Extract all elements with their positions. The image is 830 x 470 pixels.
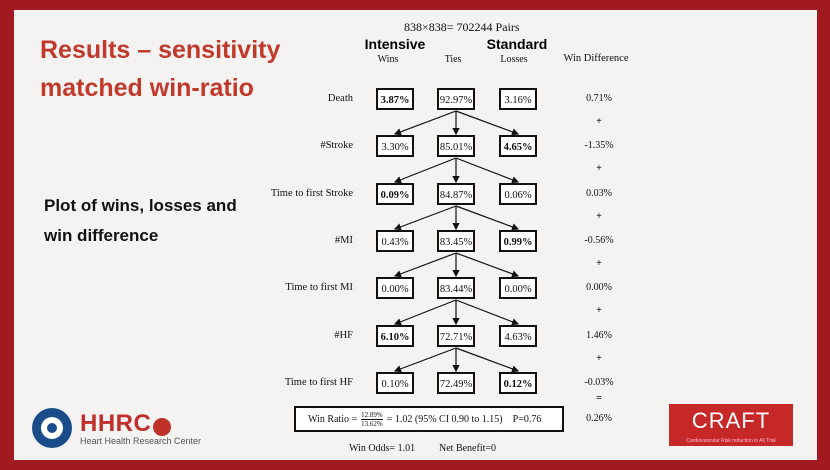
row-label: Death (327, 93, 353, 104)
cell-wins: 0.10% (376, 372, 414, 394)
win-ratio-prefix: Win Ratio = (308, 413, 358, 425)
plus-sign: + (596, 353, 602, 364)
slide-title-line2: matched win-ratio (40, 74, 254, 102)
craft-subtitle: Cardiovascular Risk reduction in All Tri… (686, 438, 776, 444)
cell-losses: 0.06% (499, 183, 537, 205)
win-difference-value: -0.56% (584, 235, 614, 246)
flow-arrows (393, 110, 520, 373)
cell-ties: 92.97% (437, 88, 475, 110)
hhrc-name: HHRC (80, 410, 152, 437)
flow-arrow (455, 157, 520, 184)
flow-arrow (393, 299, 457, 326)
row-label: Time to first MI (285, 282, 353, 293)
cell-losses: 0.12% (499, 372, 537, 394)
win-ratio-fraction: 12.89% 13.62% (361, 411, 383, 428)
cell-ties: 72.49% (437, 372, 475, 394)
flow-arrow (455, 110, 520, 136)
header-intensive: Intensive (364, 36, 426, 52)
plus-sign: + (596, 305, 602, 316)
slide-title-line1: Results – sensitivity (40, 36, 281, 64)
craft-logo: CRAFT Cardiovascular Risk reduction in A… (669, 404, 793, 446)
pairs-count: 838×838= 702244 Pairs (404, 20, 520, 34)
win-difference-value: 0.71% (586, 93, 612, 104)
cell-losses: 0.99% (499, 230, 537, 252)
row-label: Time to first HF (284, 377, 353, 388)
cell-losses: 4.63% (499, 325, 537, 347)
equals-sign: = (596, 393, 602, 404)
flow-arrow (455, 252, 520, 278)
row-label: #HF (334, 330, 353, 341)
slide: Results – sensitivity matched win-ratio … (14, 10, 817, 460)
cell-wins: 3.30% (376, 135, 414, 157)
flow-arrow (455, 299, 520, 326)
net-benefit: Net Benefit=0 (439, 443, 497, 454)
row-label: Time to first Stroke (270, 188, 353, 199)
heart-icon (153, 417, 172, 436)
flow-arrow (393, 252, 457, 278)
total-win-difference: 0.26% (586, 413, 612, 424)
win-difference-value: -0.03% (584, 377, 614, 388)
header-losses: Losses (500, 54, 528, 65)
win-difference-value: 0.03% (586, 188, 612, 199)
win-difference-value: -1.35% (584, 140, 614, 151)
flow-arrow (393, 110, 457, 136)
hhrc-emblem-icon (32, 408, 72, 448)
cell-ties: 84.87% (437, 183, 475, 205)
cell-losses: 4.65% (499, 135, 537, 157)
win-difference-value: 1.46% (586, 330, 612, 341)
win-odds: Win Odds= 1.01 (349, 443, 416, 454)
cell-losses: 3.16% (499, 88, 537, 110)
win-ratio-box: Win Ratio = 12.89% 13.62% = 1.02 (95% CI… (294, 406, 564, 432)
hhrc-subtitle: Heart Health Research Center (80, 436, 202, 446)
header-win-difference: Win Difference (563, 53, 629, 64)
hhrc-logo: HHRC Heart Health Research Center (32, 408, 201, 448)
win-ratio-result: = 1.02 (95% CI 0.90 to 1.15) (386, 413, 503, 425)
flow-arrow (393, 157, 457, 184)
plus-sign: + (596, 211, 602, 222)
plus-sign: + (596, 258, 602, 269)
flow-arrow (455, 205, 520, 231)
win-difference-value: 0.00% (586, 282, 612, 293)
cell-ties: 85.01% (437, 135, 475, 157)
flow-arrow (393, 347, 457, 373)
row-label: #Stroke (320, 140, 353, 151)
plus-sign: + (596, 163, 602, 174)
win-ratio-denominator: 13.62% (361, 419, 383, 428)
cell-wins: 3.87% (376, 88, 414, 110)
cell-wins: 0.09% (376, 183, 414, 205)
craft-name: CRAFT (691, 408, 771, 433)
cell-losses: 0.00% (499, 277, 537, 299)
cell-wins: 0.43% (376, 230, 414, 252)
slide-subtitle-line2: win difference (44, 226, 159, 245)
header-wins: Wins (377, 54, 399, 65)
cell-wins: 0.00% (376, 277, 414, 299)
cell-wins: 6.10% (376, 325, 414, 347)
win-ratio-p-value: P=0.76 (512, 413, 542, 425)
slide-subtitle-line1: Plot of wins, losses and (44, 196, 237, 215)
flow-arrow (393, 205, 457, 231)
win-ratio-numerator: 12.89% (361, 410, 383, 420)
row-label: #MI (334, 235, 353, 246)
flow-arrow (455, 347, 520, 373)
cell-ties: 83.44% (437, 277, 475, 299)
cell-ties: 83.45% (437, 230, 475, 252)
plus-sign: + (596, 116, 602, 127)
cell-ties: 72.71% (437, 325, 475, 347)
header-ties: Ties (444, 54, 462, 65)
header-standard: Standard (486, 36, 548, 52)
